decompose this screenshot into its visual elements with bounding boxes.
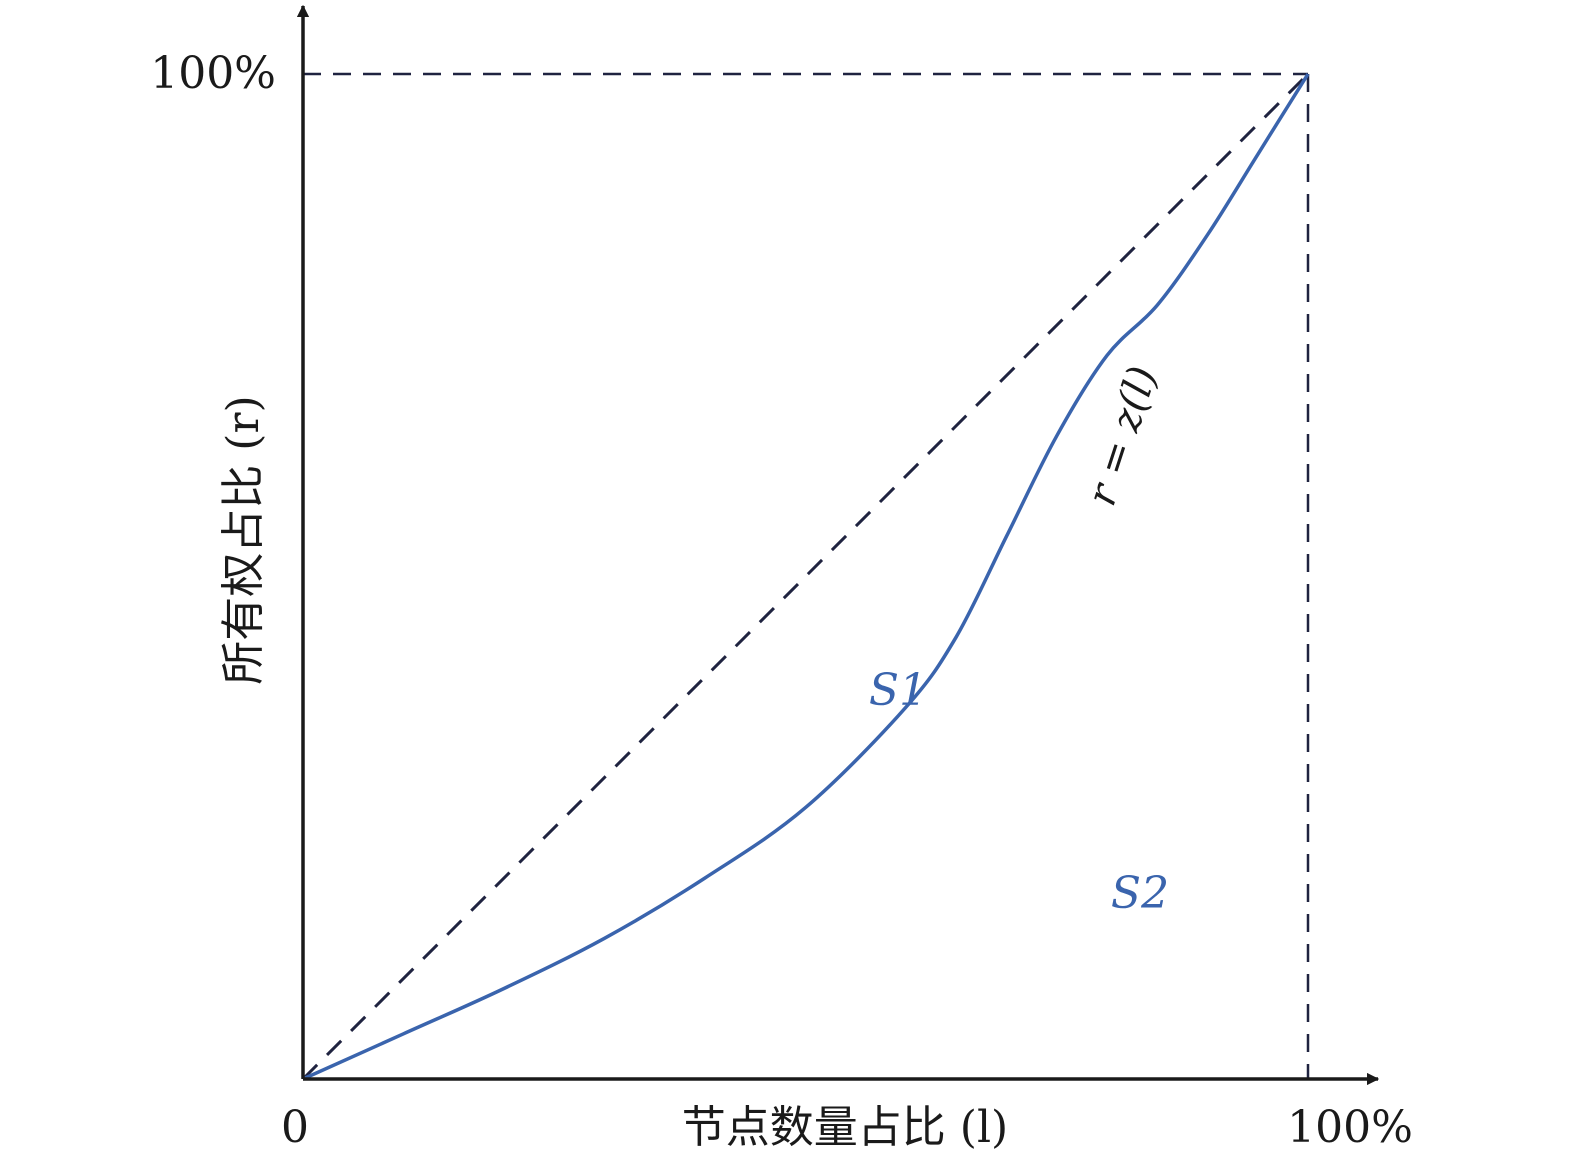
y-axis-label: 所有权占比 (r) — [218, 395, 269, 684]
region-label-s2: S2 — [1111, 868, 1169, 919]
curve-label: r = z(l) — [1079, 361, 1167, 511]
lorenz-curve — [302, 73, 1310, 1081]
x-axis-label: 节点数量占比 (l) — [682, 1102, 1008, 1153]
y-tick-label-100: 100% — [150, 48, 276, 99]
region-label-s1: S1 — [869, 665, 927, 716]
x-tick-label-0: 0 — [281, 1102, 309, 1153]
x-tick-label-100: 100% — [1287, 1102, 1413, 1153]
equality-line — [301, 72, 1310, 1081]
